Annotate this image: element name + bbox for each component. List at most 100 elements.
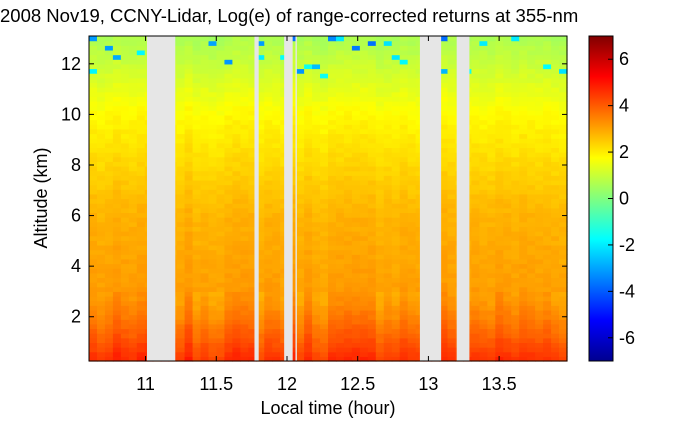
heatmap-cell <box>407 189 417 195</box>
heatmap-cell <box>184 328 194 334</box>
heatmap-cell <box>511 319 520 325</box>
heatmap-cell <box>391 82 401 88</box>
heatmap-cell <box>320 87 329 93</box>
heatmap-cell <box>104 309 114 316</box>
heatmap-cell <box>89 101 98 107</box>
heatmap-cell <box>471 272 480 279</box>
heatmap-cell <box>96 240 106 246</box>
heatmap-cell <box>479 254 488 260</box>
heatmap-cell <box>343 263 353 269</box>
heatmap-cell <box>136 175 146 181</box>
heatmap-cell <box>543 63 552 70</box>
heatmap-cell <box>511 170 520 176</box>
heatmap-cell <box>136 49 146 56</box>
heatmap-cell <box>312 170 321 176</box>
heatmap-cell <box>320 189 329 195</box>
heatmap-cell <box>328 235 337 241</box>
heatmap-cell <box>519 212 528 218</box>
heatmap-cell <box>391 189 401 195</box>
heatmap-cell <box>240 101 249 107</box>
heatmap-cell <box>120 133 130 139</box>
heatmap-cell <box>559 319 568 325</box>
heatmap-cell <box>343 110 353 116</box>
heatmap-cell <box>136 189 146 195</box>
heatmap-cell <box>543 254 552 260</box>
heatmap-cell <box>447 254 457 260</box>
heatmap-cell <box>351 147 361 153</box>
heatmap-cell <box>184 333 194 339</box>
heatmap-cell <box>128 138 138 144</box>
heatmap-cell <box>240 147 249 153</box>
heatmap-cell <box>487 286 496 292</box>
heatmap-cell <box>527 128 536 135</box>
heatmap-cell <box>216 119 226 125</box>
heatmap-cell <box>439 226 449 232</box>
heatmap-cell <box>128 49 138 56</box>
heatmap-cell <box>192 49 202 56</box>
heatmap-cell <box>240 333 249 339</box>
heatmap-cell <box>200 101 210 107</box>
heatmap-cell <box>216 114 226 121</box>
heatmap-cell <box>351 291 361 297</box>
heatmap-cell <box>439 189 449 195</box>
heatmap-cell <box>495 59 504 65</box>
heatmap-cell <box>487 40 496 46</box>
heatmap-cell <box>136 87 146 93</box>
heatmap-cell <box>519 226 528 232</box>
heatmap-cell <box>264 82 273 88</box>
heatmap-cell <box>391 63 401 70</box>
heatmap-cell <box>471 77 480 84</box>
heatmap-cell <box>304 277 313 283</box>
heatmap-cell <box>519 63 528 70</box>
heatmap-cell <box>399 110 409 116</box>
heatmap-cell <box>519 263 528 269</box>
heatmap-cell <box>304 54 313 60</box>
heatmap-cell <box>224 291 233 297</box>
heatmap-cell <box>343 193 353 200</box>
heatmap-cell <box>104 152 114 158</box>
heatmap-cell <box>447 189 457 195</box>
heatmap-cell <box>96 68 106 74</box>
heatmap-cell <box>439 249 449 255</box>
heatmap-cell <box>343 309 353 316</box>
heatmap-cell <box>232 82 241 88</box>
heatmap-cell <box>296 110 305 116</box>
heatmap-cell <box>503 231 512 237</box>
heatmap-cell <box>304 323 313 330</box>
heatmap-cell <box>216 36 226 42</box>
heatmap-cell <box>192 59 202 65</box>
heatmap-cell <box>272 305 281 311</box>
heatmap-cell <box>527 231 536 237</box>
heatmap-cell <box>296 119 305 125</box>
heatmap-cell <box>519 45 528 51</box>
heatmap-cell <box>559 351 568 357</box>
heatmap-cell <box>543 54 552 60</box>
heatmap-cell <box>527 63 536 70</box>
heatmap-cell <box>208 212 218 218</box>
heatmap-cell <box>312 124 321 130</box>
heatmap-cell <box>359 300 369 306</box>
heatmap-cell <box>264 138 273 144</box>
x-tick-label: 11 <box>136 374 155 394</box>
heatmap-cell <box>367 87 377 93</box>
heatmap-cell <box>439 272 449 279</box>
heatmap-cell <box>304 82 313 88</box>
heatmap-cell <box>208 305 218 311</box>
heatmap-cell <box>543 133 552 139</box>
heatmap-cell <box>535 179 544 186</box>
heatmap-cell <box>184 193 194 200</box>
heatmap-cell <box>112 82 122 88</box>
heatmap-cell <box>487 193 496 200</box>
heatmap-cell <box>375 286 385 292</box>
heatmap-cell <box>224 272 233 279</box>
heatmap-cell <box>104 198 114 204</box>
heatmap-cell <box>264 305 273 311</box>
heatmap-cell <box>128 170 138 176</box>
heatmap-cell <box>320 207 329 214</box>
heatmap-cell <box>296 300 305 306</box>
heatmap-cell <box>495 212 504 218</box>
heatmap-cell <box>216 268 226 274</box>
heatmap-cell <box>192 263 202 269</box>
heatmap-cell <box>256 217 265 223</box>
heatmap-cell <box>399 91 409 97</box>
